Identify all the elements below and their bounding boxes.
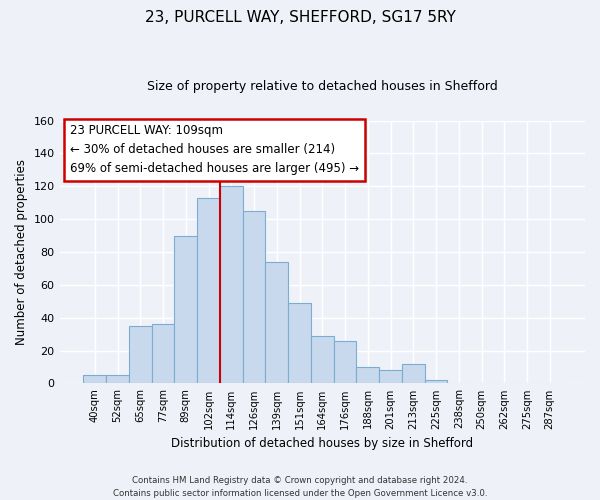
Bar (242, 211, 265, 384)
Text: 23 PURCELL WAY: 109sqm
← 30% of detached houses are smaller (214)
69% of semi-de: 23 PURCELL WAY: 109sqm ← 30% of detached… (70, 124, 359, 176)
Bar (83, 375, 106, 384)
Bar (334, 340, 356, 384)
Bar (425, 380, 448, 384)
Bar (106, 375, 129, 384)
Bar (379, 370, 402, 384)
Bar (402, 364, 425, 384)
Bar (288, 303, 311, 384)
Bar (356, 367, 379, 384)
Bar (152, 324, 175, 384)
Bar (175, 236, 197, 384)
Bar (220, 186, 242, 384)
Bar (129, 326, 152, 384)
Text: Contains HM Land Registry data © Crown copyright and database right 2024.
Contai: Contains HM Land Registry data © Crown c… (113, 476, 487, 498)
Title: Size of property relative to detached houses in Shefford: Size of property relative to detached ho… (147, 80, 497, 93)
Bar (197, 198, 220, 384)
X-axis label: Distribution of detached houses by size in Shefford: Distribution of detached houses by size … (171, 437, 473, 450)
Bar (265, 262, 288, 384)
Bar (311, 336, 334, 384)
Y-axis label: Number of detached properties: Number of detached properties (15, 159, 28, 345)
Text: 23, PURCELL WAY, SHEFFORD, SG17 5RY: 23, PURCELL WAY, SHEFFORD, SG17 5RY (145, 10, 455, 25)
